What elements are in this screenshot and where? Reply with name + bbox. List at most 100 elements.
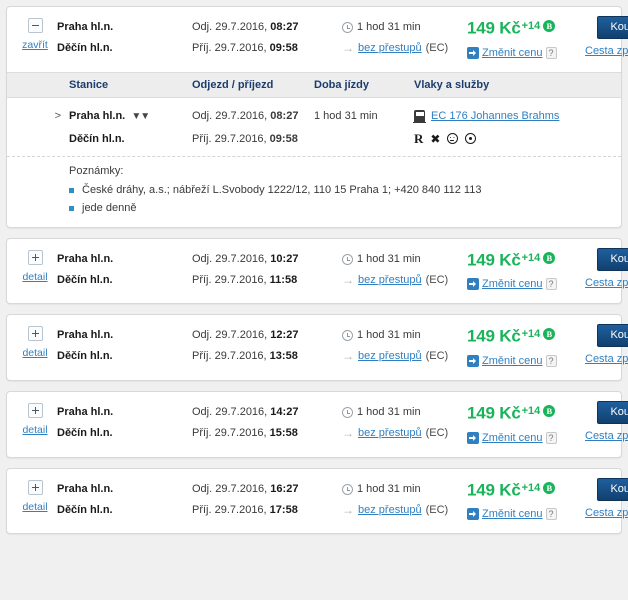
arrival-time-line: Příj. 29.7.2016, 15:58 (192, 423, 342, 444)
train-name-link[interactable]: EC 176 Johannes Brahms (431, 110, 560, 123)
return-trip-link[interactable]: Cesta zpět (585, 429, 628, 442)
duration-column: 1 hod 31 min → bez přestupů (EC) (342, 248, 467, 291)
detail-toggle[interactable]: detail (13, 401, 57, 436)
change-price-link[interactable]: Změnit cenu (482, 278, 543, 291)
detail-label[interactable]: detail (22, 347, 48, 360)
duration-column: 1 hod 31 min → bez přestupů (EC) (342, 16, 467, 59)
change-price-icon[interactable] (467, 431, 479, 444)
detail-table-body: > Praha hl.n. ▼▼ Odj. 29.7.2016, 08:27 1… (7, 98, 621, 156)
change-price-icon[interactable] (467, 354, 479, 367)
change-price-link[interactable]: Změnit cenu (482, 431, 543, 444)
return-trip-link[interactable]: Cesta zpět (585, 506, 628, 519)
buy-button[interactable]: Koupit (597, 247, 628, 271)
change-price-help-icon[interactable]: ? (545, 354, 557, 367)
arrival-time-line: Příj. 29.7.2016, 13:58 (192, 346, 342, 367)
buy-button[interactable]: Koupit (597, 477, 628, 501)
expand-plus-icon[interactable] (27, 479, 43, 495)
clock-icon (342, 330, 353, 342)
change-price-help-icon[interactable]: ? (545, 431, 557, 444)
row-marker (13, 128, 69, 150)
bonus-badge-icon: B (543, 404, 556, 417)
connection-card: detail Praha hl.n. Děčín hl.n. Odj. 29.7… (6, 237, 628, 305)
duration-line: 1 hod 31 min (342, 325, 467, 346)
times-column: Odj. 29.7.2016, 08:27 Příj. 29.7.2016, 0… (192, 16, 342, 59)
detail-toggle[interactable]: detail (13, 478, 57, 513)
times-column: Odj. 29.7.2016, 12:27 Příj. 29.7.2016, 1… (192, 324, 342, 367)
from-station: Praha hl.n. (57, 482, 114, 495)
change-price-icon[interactable] (467, 278, 479, 291)
arrival-time-line: Příj. 29.7.2016, 09:58 (192, 38, 342, 59)
change-price-help-icon[interactable]: ? (545, 278, 557, 291)
return-trip-link[interactable]: Cesta zpět (585, 276, 628, 289)
departure-time: 16:27 (270, 482, 299, 495)
change-price-icon[interactable] (467, 508, 479, 521)
restaurant-icon: ✖ (430, 131, 441, 146)
change-price-help-icon[interactable]: ? (545, 508, 557, 521)
action-column: Koupit Cesta zpět ? (585, 477, 628, 519)
return-trip-link[interactable]: Cesta zpět (585, 45, 628, 57)
arrival-label: Příj. 29.7.2016, (192, 42, 267, 54)
change-price-help-icon[interactable]: ? (545, 46, 557, 59)
transfers-link[interactable]: bez přestupů (358, 273, 422, 286)
price-line: 149 Kč+14 B (467, 401, 585, 426)
clock-icon (342, 406, 353, 418)
change-price-row: Změnit cenu ? (467, 351, 585, 371)
buy-button[interactable]: Koupit (597, 324, 628, 348)
detail-departure-time: Odj. 29.7.2016, 08:27 (192, 105, 314, 128)
arrival-time: 13:58 (269, 350, 298, 363)
detail-toggle[interactable]: detail (13, 324, 57, 359)
collapse-label[interactable]: zavřít (22, 39, 48, 51)
change-price-link[interactable]: Změnit cenu (482, 508, 543, 521)
train-category: (EC) (425, 426, 449, 439)
buy-button[interactable]: Koupit (597, 16, 628, 39)
change-price-icon[interactable] (467, 46, 479, 59)
stations-column: Praha hl.n. Děčín hl.n. (57, 16, 192, 59)
header-stanice: Stanice (69, 78, 109, 91)
detail-label[interactable]: detail (22, 500, 48, 513)
change-price-row: Změnit cenu ? (467, 504, 585, 524)
buy-button[interactable]: Koupit (597, 400, 628, 424)
duration-line: 1 hod 31 min (342, 17, 467, 38)
return-trip-link[interactable]: Cesta zpět (585, 353, 628, 366)
detail-toggle[interactable]: zavřít (13, 16, 57, 51)
connection-card: detail Praha hl.n. Děčín hl.n. Odj. 29.7… (6, 314, 628, 381)
detail-departure-value: 08:27 (270, 109, 299, 122)
train-category: (EC) (425, 42, 449, 54)
collapse-minus-icon[interactable] (27, 18, 43, 33)
price-bonus: +14 (521, 404, 541, 417)
return-trip-row: Cesta zpět ? (585, 353, 628, 365)
transfers-link[interactable]: bez přestupů (358, 503, 422, 516)
detail-label[interactable]: detail (22, 270, 48, 283)
from-station: Praha hl.n. (57, 405, 114, 418)
detail-row: Děčín hl.n. Příj. 29.7.2016, 09:58 R ✖ (13, 128, 613, 150)
note-item: České dráhy, a.s.; nábřeží L.Svobody 122… (69, 181, 613, 199)
change-price-link[interactable]: Změnit cenu (482, 354, 543, 367)
connection-summary: detail Praha hl.n. Děčín hl.n. Odj. 29.7… (7, 315, 628, 380)
expand-plus-icon[interactable] (27, 326, 43, 342)
expand-plus-icon[interactable] (27, 402, 43, 418)
arrow-right-icon: → (342, 41, 354, 55)
header-vlaky-sluzby: Vlaky a služby (414, 78, 490, 91)
detail-duration: 1 hod 31 min (314, 109, 378, 122)
arrival-time: 15:58 (269, 426, 298, 439)
expand-plus-icon[interactable] (27, 249, 43, 265)
price-value: 149 Kč (467, 18, 521, 38)
detail-label[interactable]: detail (22, 423, 48, 436)
price-bonus: +14 (521, 20, 541, 32)
transfers-link[interactable]: bez přestupů (358, 350, 422, 363)
return-trip-row: Cesta zpět ? (585, 507, 628, 519)
departure-time: 08:27 (270, 21, 299, 33)
detail-duration-empty (314, 128, 414, 150)
change-price-link[interactable]: Změnit cenu (482, 46, 543, 59)
arrow-right-icon: → (342, 502, 354, 517)
transfers-line: → bez přestupů (EC) (342, 270, 467, 291)
detail-toggle[interactable]: detail (13, 248, 57, 283)
connection-summary: detail Praha hl.n. Děčín hl.n. Odj. 29.7… (7, 239, 628, 304)
duration-column: 1 hod 31 min → bez přestupů (EC) (342, 324, 467, 367)
detail-departure-label: Odj. 29.7.2016, (192, 109, 268, 122)
arrival-label: Příj. 29.7.2016, (192, 426, 267, 439)
arrival-label: Příj. 29.7.2016, (192, 350, 267, 363)
price-bonus: +14 (521, 251, 541, 264)
transfers-link[interactable]: bez přestupů (358, 42, 422, 54)
transfers-link[interactable]: bez přestupů (358, 426, 422, 439)
